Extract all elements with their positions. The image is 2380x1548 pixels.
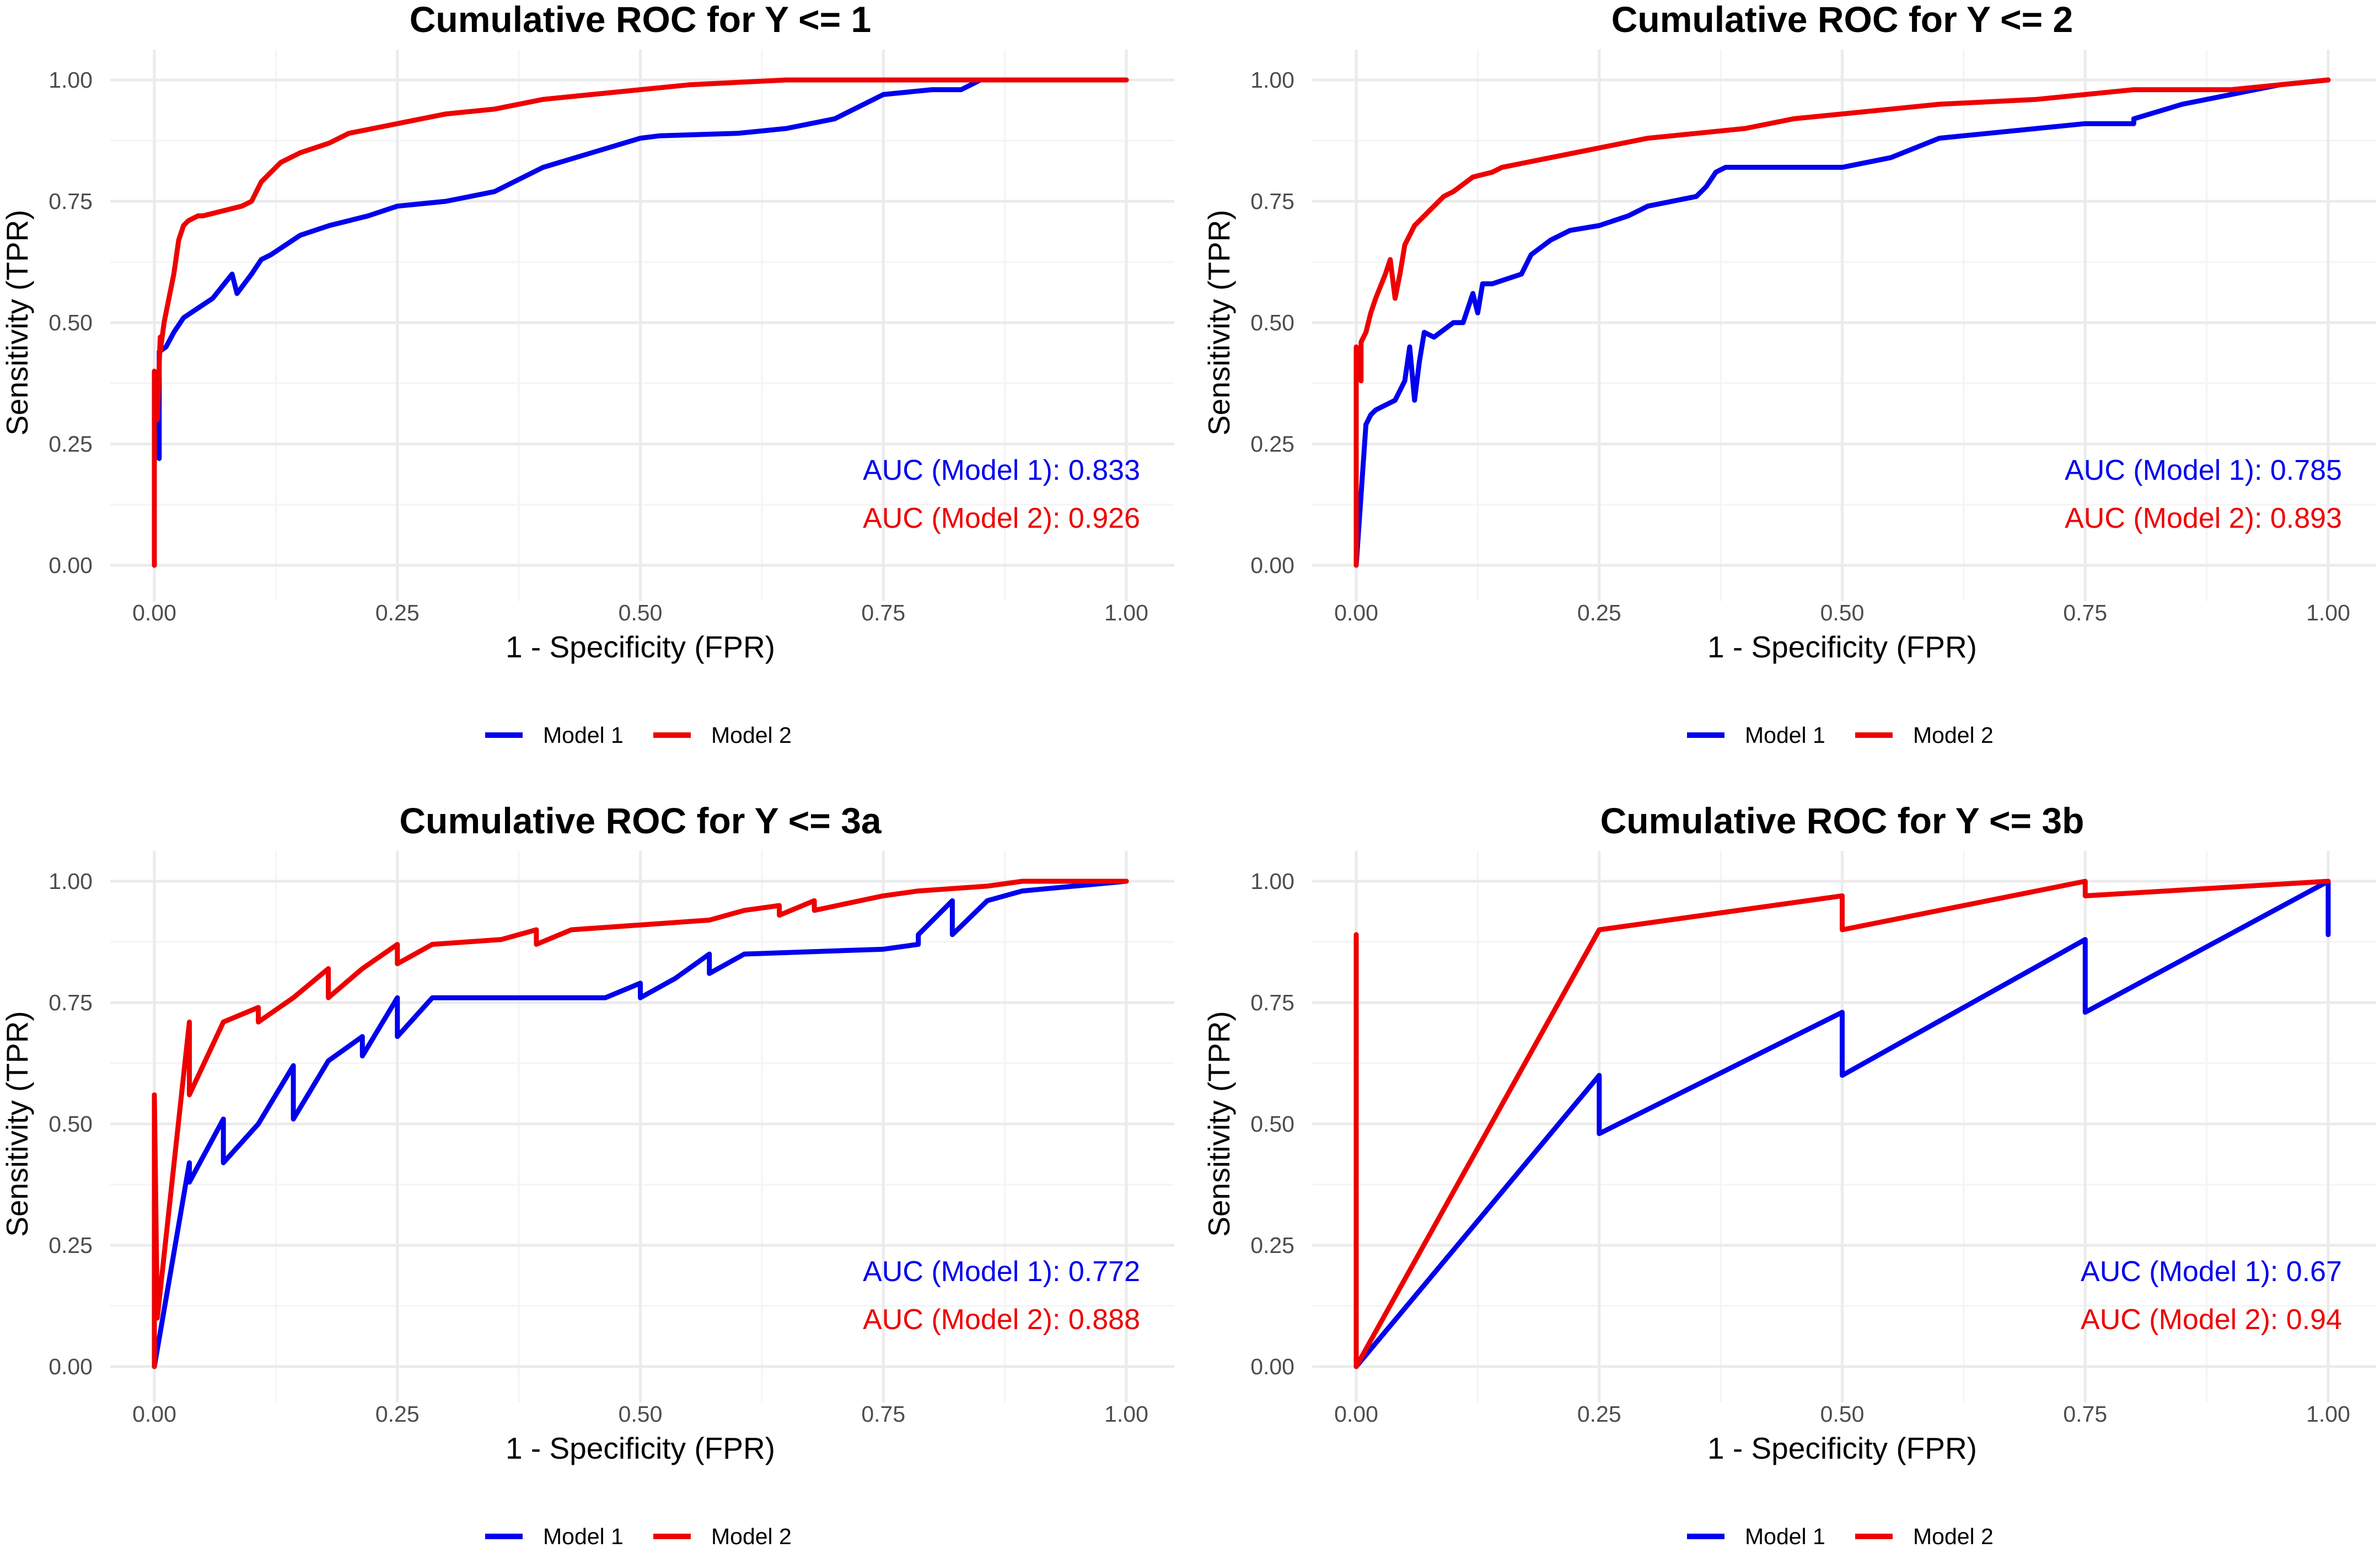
legend-label-model-2: Model 2 <box>1913 1524 1994 1548</box>
series-line-model-2 <box>1353 77 2331 568</box>
x-axis-label: 1 - Specificity (FPR) <box>1707 1431 1977 1465</box>
legend-label-model-1: Model 1 <box>1745 722 1825 748</box>
x-tick-label: 0.25 <box>1577 600 1621 625</box>
x-tick-label: 0.25 <box>375 600 420 625</box>
legend: Model 1 Model 2 <box>1687 1524 1994 1548</box>
y-tick-label: 0.25 <box>49 431 93 457</box>
x-tick-label: 0.00 <box>1334 1401 1378 1427</box>
x-tick-label: 0.75 <box>2063 600 2107 625</box>
x-tick-label: 0.75 <box>861 600 905 625</box>
auc-annotation-model-1: AUC (Model 1): 0.833 <box>863 454 1140 486</box>
y-tick-label: 0.75 <box>49 990 93 1015</box>
x-axis-label: 1 - Specificity (FPR) <box>1707 630 1977 664</box>
y-tick-label: 0.00 <box>49 1354 93 1379</box>
y-tick-label: 0.00 <box>49 553 93 578</box>
y-axis-label: Sensitivity (TPR) <box>1202 1011 1236 1237</box>
series-line-model-2 <box>152 77 1129 568</box>
legend-label-model-1: Model 1 <box>1745 1524 1825 1548</box>
x-axis-label: 1 - Specificity (FPR) <box>506 630 775 664</box>
auc-annotation-model-2: AUC (Model 2): 0.893 <box>2065 502 2342 534</box>
chart-title: Cumulative ROC for Y <= 3b <box>1600 800 2084 841</box>
x-tick-label: 1.00 <box>1104 1401 1148 1427</box>
legend-label-model-2: Model 2 <box>711 722 792 748</box>
x-tick-label: 0.25 <box>375 1401 420 1427</box>
y-axis-label: Sensitivity (TPR) <box>0 1011 34 1237</box>
x-tick-label: 0.50 <box>1820 1401 1865 1427</box>
legend-label-model-1: Model 1 <box>543 1524 624 1548</box>
y-tick-label: 0.50 <box>1250 1111 1294 1137</box>
auc-annotation-model-1: AUC (Model 1): 0.785 <box>2065 454 2342 486</box>
y-axis-label: Sensitivity (TPR) <box>1202 210 1236 436</box>
legend-label-model-1: Model 1 <box>543 722 624 748</box>
roc-panel-4: 0.00 0.00 0.25 0.25 0.50 0.50 0.75 0.75 1.00 1.00… <box>1202 800 2376 1548</box>
y-tick-label: 1.00 <box>49 67 93 93</box>
legend: Model 1 Model 2 <box>485 722 792 748</box>
y-axis-label: Sensitivity (TPR) <box>0 210 34 436</box>
y-tick-label: 0.00 <box>1250 553 1294 578</box>
x-tick-label: 1.00 <box>2306 600 2350 625</box>
roc-panel-1: 0.00 0.00 0.25 0.25 0.50 0.50 0.75 0.75 1.00 1.00… <box>0 0 1174 748</box>
y-tick-label: 0.75 <box>49 189 93 214</box>
x-tick-label: 0.75 <box>861 1401 905 1427</box>
legend: Model 1 Model 2 <box>485 1524 792 1548</box>
y-tick-label: 0.50 <box>49 310 93 335</box>
y-tick-label: 1.00 <box>1250 869 1294 894</box>
roc-panel-3: 0.00 0.00 0.25 0.25 0.50 0.50 0.75 0.75 1.00 1.00… <box>0 800 1174 1548</box>
y-tick-label: 0.25 <box>1250 1233 1294 1258</box>
y-tick-label: 1.00 <box>49 869 93 894</box>
y-tick-label: 1.00 <box>1250 67 1294 93</box>
y-tick-label: 0.75 <box>1250 990 1294 1015</box>
chart-title: Cumulative ROC for Y <= 1 <box>410 0 872 40</box>
y-tick-label: 0.50 <box>1250 310 1294 335</box>
series-line-model-1 <box>152 879 1129 1369</box>
series-line-model-2 <box>152 879 1129 1369</box>
series-line-model-1 <box>1353 77 2331 568</box>
x-tick-label: 0.50 <box>619 600 663 625</box>
roc-panel-2: 0.00 0.00 0.25 0.25 0.50 0.50 0.75 0.75 1.00 1.00… <box>1202 0 2376 748</box>
y-tick-label: 0.25 <box>1250 431 1294 457</box>
x-tick-label: 1.00 <box>2306 1401 2350 1427</box>
y-tick-label: 0.50 <box>49 1111 93 1137</box>
auc-annotation-model-2: AUC (Model 2): 0.888 <box>863 1304 1140 1336</box>
x-axis-label: 1 - Specificity (FPR) <box>506 1431 775 1465</box>
auc-annotation-model-1: AUC (Model 1): 0.67 <box>2081 1256 2342 1288</box>
x-tick-label: 1.00 <box>1104 600 1148 625</box>
chart-title: Cumulative ROC for Y <= 3a <box>399 800 882 841</box>
x-tick-label: 0.25 <box>1577 1401 1621 1427</box>
x-tick-label: 0.50 <box>619 1401 663 1427</box>
x-tick-label: 0.00 <box>1334 600 1378 625</box>
legend-label-model-2: Model 2 <box>1913 722 1994 748</box>
y-tick-label: 0.25 <box>49 1233 93 1258</box>
y-tick-label: 0.00 <box>1250 1354 1294 1379</box>
x-tick-label: 0.50 <box>1820 600 1865 625</box>
y-tick-label: 0.75 <box>1250 189 1294 214</box>
x-tick-label: 0.75 <box>2063 1401 2107 1427</box>
series-line-model-1 <box>1353 879 2331 1369</box>
x-tick-label: 0.00 <box>132 1401 176 1427</box>
legend-label-model-2: Model 2 <box>711 1524 792 1548</box>
x-tick-label: 0.00 <box>132 600 176 625</box>
legend: Model 1 Model 2 <box>1687 722 1994 748</box>
auc-annotation-model-2: AUC (Model 2): 0.926 <box>863 502 1140 534</box>
series-line-model-2 <box>1353 879 2331 1369</box>
auc-annotation-model-1: AUC (Model 1): 0.772 <box>863 1256 1140 1288</box>
series-line-model-1 <box>152 77 1129 568</box>
chart-title: Cumulative ROC for Y <= 2 <box>1611 0 2073 40</box>
auc-annotation-model-2: AUC (Model 2): 0.94 <box>2081 1304 2342 1336</box>
